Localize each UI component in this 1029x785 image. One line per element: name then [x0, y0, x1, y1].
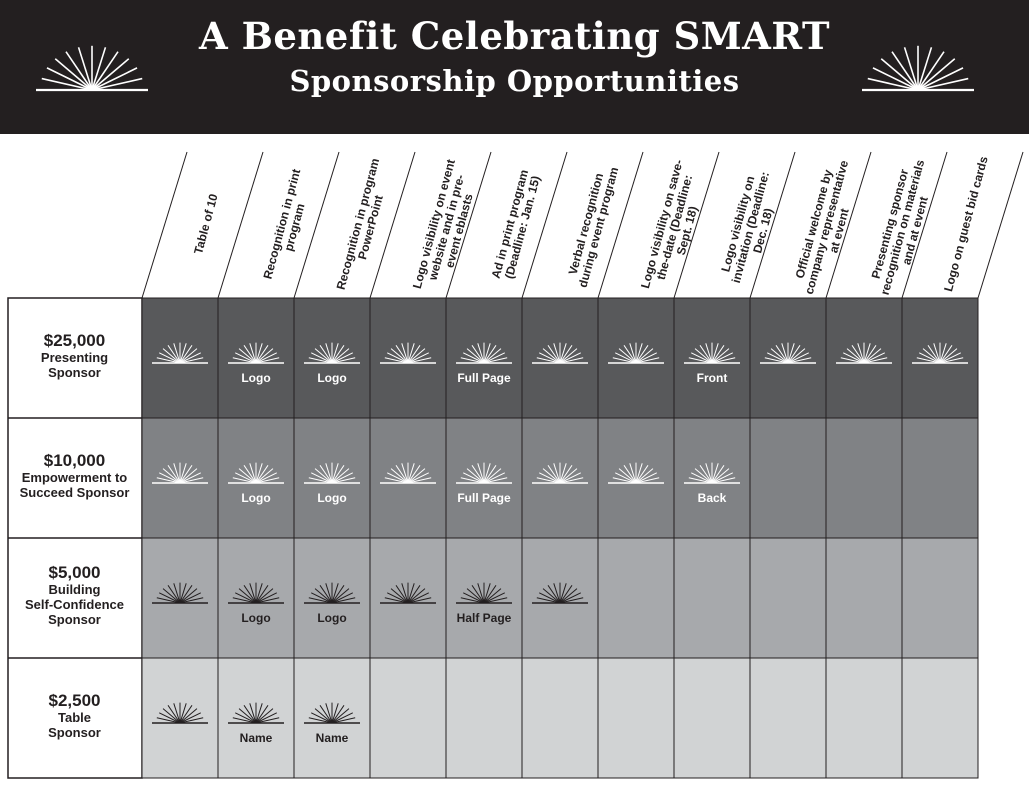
benefit-note: Logo: [241, 491, 271, 505]
sunburst-icon: [456, 462, 512, 484]
tier-name: Sponsor: [48, 724, 101, 740]
sunburst-icon: [532, 462, 588, 484]
sunburst-icon: [684, 342, 740, 364]
sunburst-icon: [228, 342, 284, 364]
tier-label: $25,000 Presenting Sponsor: [8, 331, 141, 380]
tier-name: Table: [58, 709, 91, 725]
tier-name: Empowerment to: [21, 469, 128, 485]
sunburst-icon: [304, 342, 360, 364]
sunburst-icon: [532, 342, 588, 364]
tier-label: $10,000 Empowerment to Succeed Sponsor: [8, 451, 141, 500]
sunburst-icon: [456, 582, 512, 604]
tier-amount: $25,000: [43, 330, 106, 350]
tier-name: Sponsor: [48, 364, 101, 380]
tier-name: Building: [48, 582, 101, 597]
benefit-note: Front: [696, 371, 728, 385]
sunburst-icon: [760, 342, 816, 364]
benefit-note: Logo: [241, 611, 271, 625]
sunburst-icon: [152, 342, 208, 364]
benefit-note: Back: [697, 491, 727, 505]
sunburst-icon: [228, 462, 284, 484]
sunburst-icon: [380, 462, 436, 484]
tier-name: Sponsor: [48, 612, 101, 627]
tier-name: Self-Confidence: [25, 597, 124, 612]
tier-label: $2,500 Table Sponsor: [8, 691, 141, 740]
sunburst-icon: [532, 582, 588, 604]
sunburst-icon: [912, 342, 968, 364]
tier-amount: $10,000: [43, 450, 106, 470]
benefit-note: Full Page: [457, 491, 511, 505]
page-title: A Benefit Celebrating SMART: [198, 14, 831, 58]
sunburst-icon: [456, 342, 512, 364]
benefit-note: Full Page: [457, 371, 511, 385]
tier-amount: $5,000: [48, 563, 101, 582]
tier-amount: $2,500: [48, 690, 101, 710]
sunburst-icon: [836, 342, 892, 364]
benefit-note: Name: [239, 731, 273, 745]
sunburst-icon: [228, 582, 284, 604]
sunburst-icon: [862, 45, 974, 92]
sunburst-icon: [152, 702, 208, 724]
tier-label: $5,000 Building Self-Confidence Sponsor: [8, 563, 141, 627]
sunburst-icon: [380, 582, 436, 604]
sunburst-icon: [684, 462, 740, 484]
sunburst-icon: [380, 342, 436, 364]
sunburst-icon: [304, 582, 360, 604]
page-subtitle: Sponsorship Opportunities: [289, 64, 740, 98]
sunburst-icon: [152, 582, 208, 604]
sunburst-icon: [608, 342, 664, 364]
sunburst-icon: [608, 462, 664, 484]
header-banner: A Benefit Celebrating SMART Sponsorship …: [0, 0, 1029, 134]
benefit-note: Logo: [317, 491, 347, 505]
benefit-note: Logo: [317, 611, 347, 625]
benefit-note: Logo: [241, 371, 271, 385]
sunburst-icon: [228, 702, 284, 724]
sunburst-icon: [152, 462, 208, 484]
tier-name: Succeed Sponsor: [19, 484, 130, 500]
benefit-note: Logo: [317, 371, 347, 385]
tier-name: Presenting: [40, 349, 109, 365]
benefit-note: Half Page: [456, 611, 512, 625]
sunburst-icon: [36, 45, 148, 92]
benefit-note: Name: [315, 731, 349, 745]
sunburst-icon: [304, 462, 360, 484]
sunburst-icon: [304, 702, 360, 724]
